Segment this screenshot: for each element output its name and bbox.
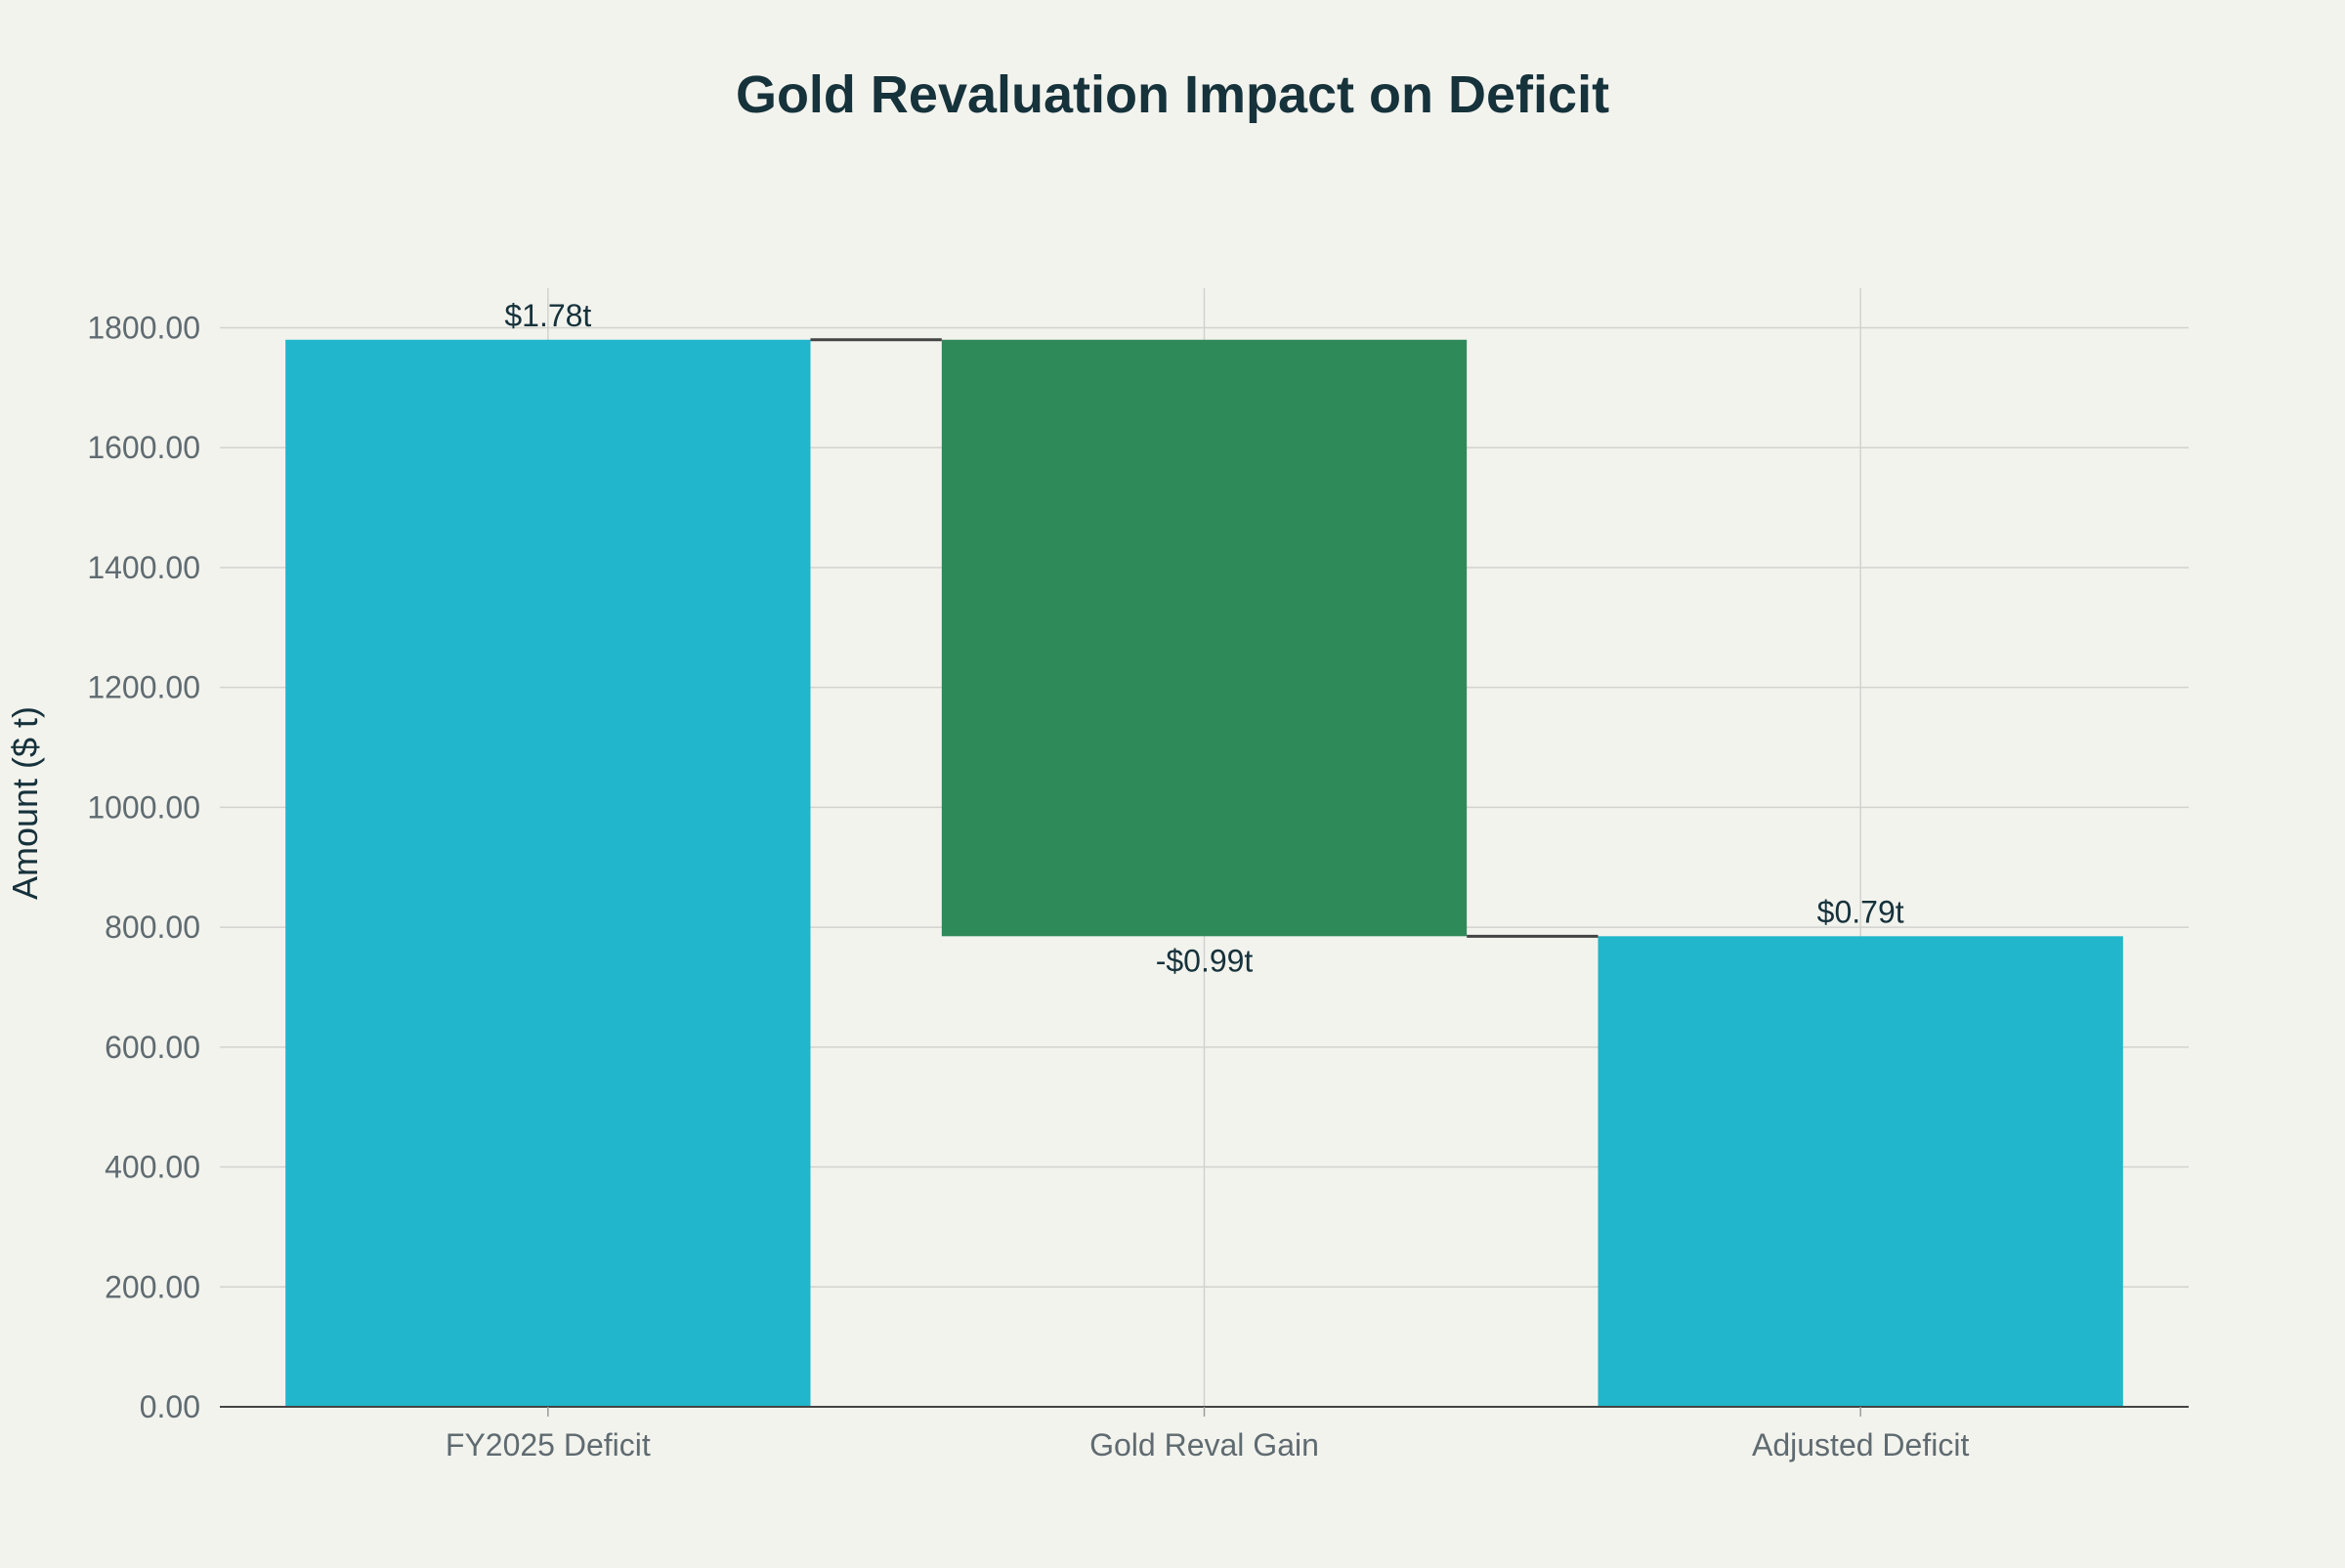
data-label: $0.79t (1817, 894, 1904, 929)
bar-fy2025-deficit (285, 339, 811, 1407)
y-tick-label: 1800.00 (87, 310, 200, 345)
axis-layer: 0.00 200.00 400.00 600.00 800.00 1000.00 1200.… (87, 310, 2189, 1462)
data-label: -$0.99t (1156, 943, 1254, 978)
y-tick-label: 0.00 (140, 1389, 200, 1424)
y-tick-label: 1400.00 (87, 550, 200, 585)
y-tick-label: 600.00 (105, 1030, 200, 1065)
bar-layer (285, 339, 2123, 1407)
data-label: $1.78t (504, 298, 591, 333)
x-tick-label: FY2025 Deficit (446, 1427, 651, 1462)
y-tick-label: 1600.00 (87, 430, 200, 465)
label-layer: $1.78t -$0.99t $0.79t (504, 298, 1903, 979)
x-tick-label: Gold Reval Gain (1089, 1427, 1319, 1462)
y-axis-title: Amount ($ t) (5, 706, 45, 900)
connector-layer (810, 338, 1599, 938)
y-tick-label: 200.00 (105, 1269, 200, 1304)
y-tick-label: 400.00 (105, 1150, 200, 1185)
y-tick-label: 800.00 (105, 910, 200, 945)
y-tick-label: 1000.00 (87, 789, 200, 825)
bar-adjusted-deficit (1598, 936, 2123, 1407)
chart-title: Gold Revaluation Impact on Deficit (736, 65, 1609, 124)
bar-gold-reval-gain (941, 339, 1468, 937)
x-tick-label: Adjusted Deficit (1752, 1427, 1969, 1462)
y-tick-label: 1200.00 (87, 670, 200, 705)
